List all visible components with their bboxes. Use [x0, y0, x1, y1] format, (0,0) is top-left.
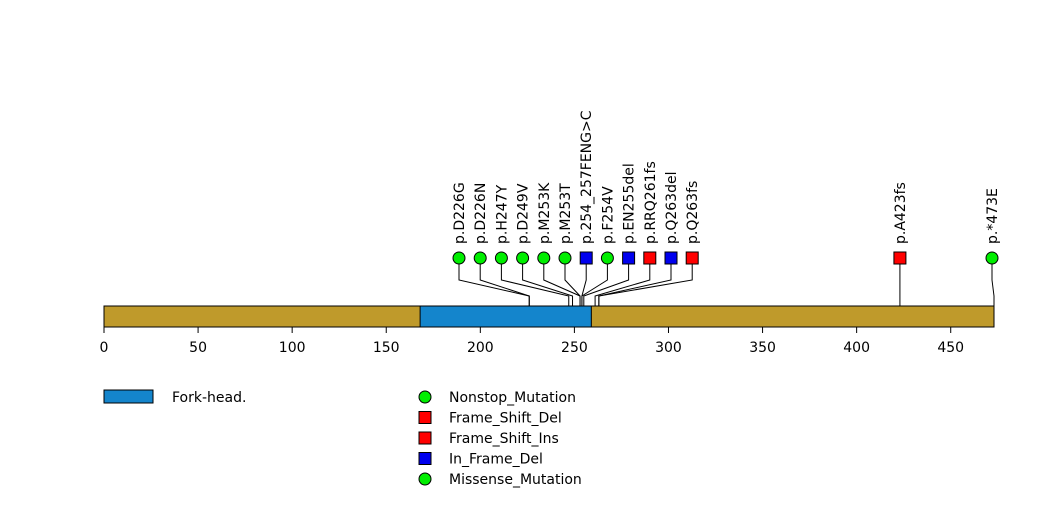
mutation-label-3: p.D249V — [516, 183, 532, 244]
connector-7 — [581, 258, 608, 306]
domain-0 — [419, 305, 592, 328]
mutation-label-4: p.M253K — [537, 182, 553, 244]
x-tick-label-350: 350 — [749, 340, 776, 356]
connector-0 — [458, 258, 530, 306]
mutation-marker-5 — [558, 251, 572, 265]
x-tick-label-100: 100 — [279, 340, 306, 356]
x-tick-label-400: 400 — [843, 340, 870, 356]
legend-domain-swatch-0 — [103, 389, 154, 404]
legend-mutation-marker-2 — [418, 431, 432, 445]
x-tick-label-200: 200 — [467, 340, 494, 356]
mutation-marker-10 — [664, 251, 678, 265]
mutation-label-8: p.EN255del — [622, 163, 638, 244]
mutation-marker-13 — [985, 251, 999, 265]
connector-1 — [479, 258, 530, 306]
mutation-label-7: p.F254V — [600, 186, 616, 244]
connector-9 — [594, 258, 651, 306]
legend-mutation-marker-1 — [418, 411, 432, 424]
legend-domain-label-0: Fork-head. — [172, 390, 246, 406]
x-tick-label-50: 50 — [189, 340, 207, 356]
legend-mutation-label-3: In_Frame_Del — [449, 452, 543, 468]
mutation-marker-0 — [452, 251, 466, 265]
legend-mutation-marker-3 — [418, 452, 432, 465]
mutation-label-6: p.254_257FENG>C — [579, 110, 595, 244]
mutation-marker-6 — [579, 251, 593, 265]
connector-2 — [500, 258, 570, 306]
mutation-marker-4 — [537, 251, 551, 265]
mutation-label-1: p.D226N — [473, 183, 489, 244]
mutation-marker-9 — [643, 251, 657, 265]
mutation-marker-3 — [516, 251, 530, 265]
mutation-label-11: p.Q263fs — [685, 181, 701, 244]
mutation-label-2: p.H247Y — [494, 184, 510, 244]
x-tick-label-250: 250 — [561, 340, 588, 356]
mutation-labels: p.D226G p.D226N p.H247Y p.D249V p.M253K p.M25… — [452, 110, 1001, 244]
mutation-label-13: p.*473E — [985, 188, 1001, 244]
mutation-label-0: p.D226G — [452, 182, 468, 244]
connector-11 — [598, 258, 693, 306]
mutation-marker-7 — [600, 251, 614, 265]
x-tick-label-300: 300 — [655, 340, 682, 356]
connector-13 — [991, 258, 995, 306]
mutation-marker-12 — [893, 251, 907, 265]
mutation-marker-2 — [494, 251, 508, 265]
mutation-marker-11 — [685, 251, 699, 265]
connector-lines — [458, 258, 995, 306]
x-tick-label-450: 450 — [937, 340, 964, 356]
connector-4 — [543, 258, 581, 306]
legend-mutation-label-2: Frame_Shift_Ins — [449, 431, 559, 447]
x-tick-label-0: 0 — [100, 340, 109, 356]
x-tick-label-150: 150 — [373, 340, 400, 356]
legend-mutation-label-4: Missense_Mutation — [449, 472, 582, 488]
connector-3 — [522, 258, 574, 306]
mutation-label-9: p.RRQ261fs — [643, 161, 659, 244]
legend-mutation-marker-0 — [418, 390, 432, 404]
connector-8 — [583, 258, 630, 306]
mutation-label-10: p.Q263del — [664, 172, 680, 244]
x-axis: 0 50 100 150 200 250 300 350 400 450 — [100, 326, 964, 356]
mutation-label-5: p.M253T — [558, 183, 574, 244]
connector-5 — [564, 258, 581, 306]
legend-mutation-label-1: Frame_Shift_Del — [449, 411, 562, 427]
mutation-marker-8 — [622, 251, 636, 265]
legend-mutation-label-0: Nonstop_Mutation — [449, 390, 576, 406]
mutation-marker-1 — [473, 251, 487, 265]
protein-track — [103, 305, 995, 328]
legend: Fork-head. Nonstop_Mutation Frame_Shift_De… — [103, 389, 582, 488]
connector-10 — [598, 258, 672, 306]
mutation-label-12: p.A423fs — [893, 182, 909, 244]
mutation-markers — [452, 251, 999, 265]
legend-mutation-marker-4 — [418, 472, 432, 486]
